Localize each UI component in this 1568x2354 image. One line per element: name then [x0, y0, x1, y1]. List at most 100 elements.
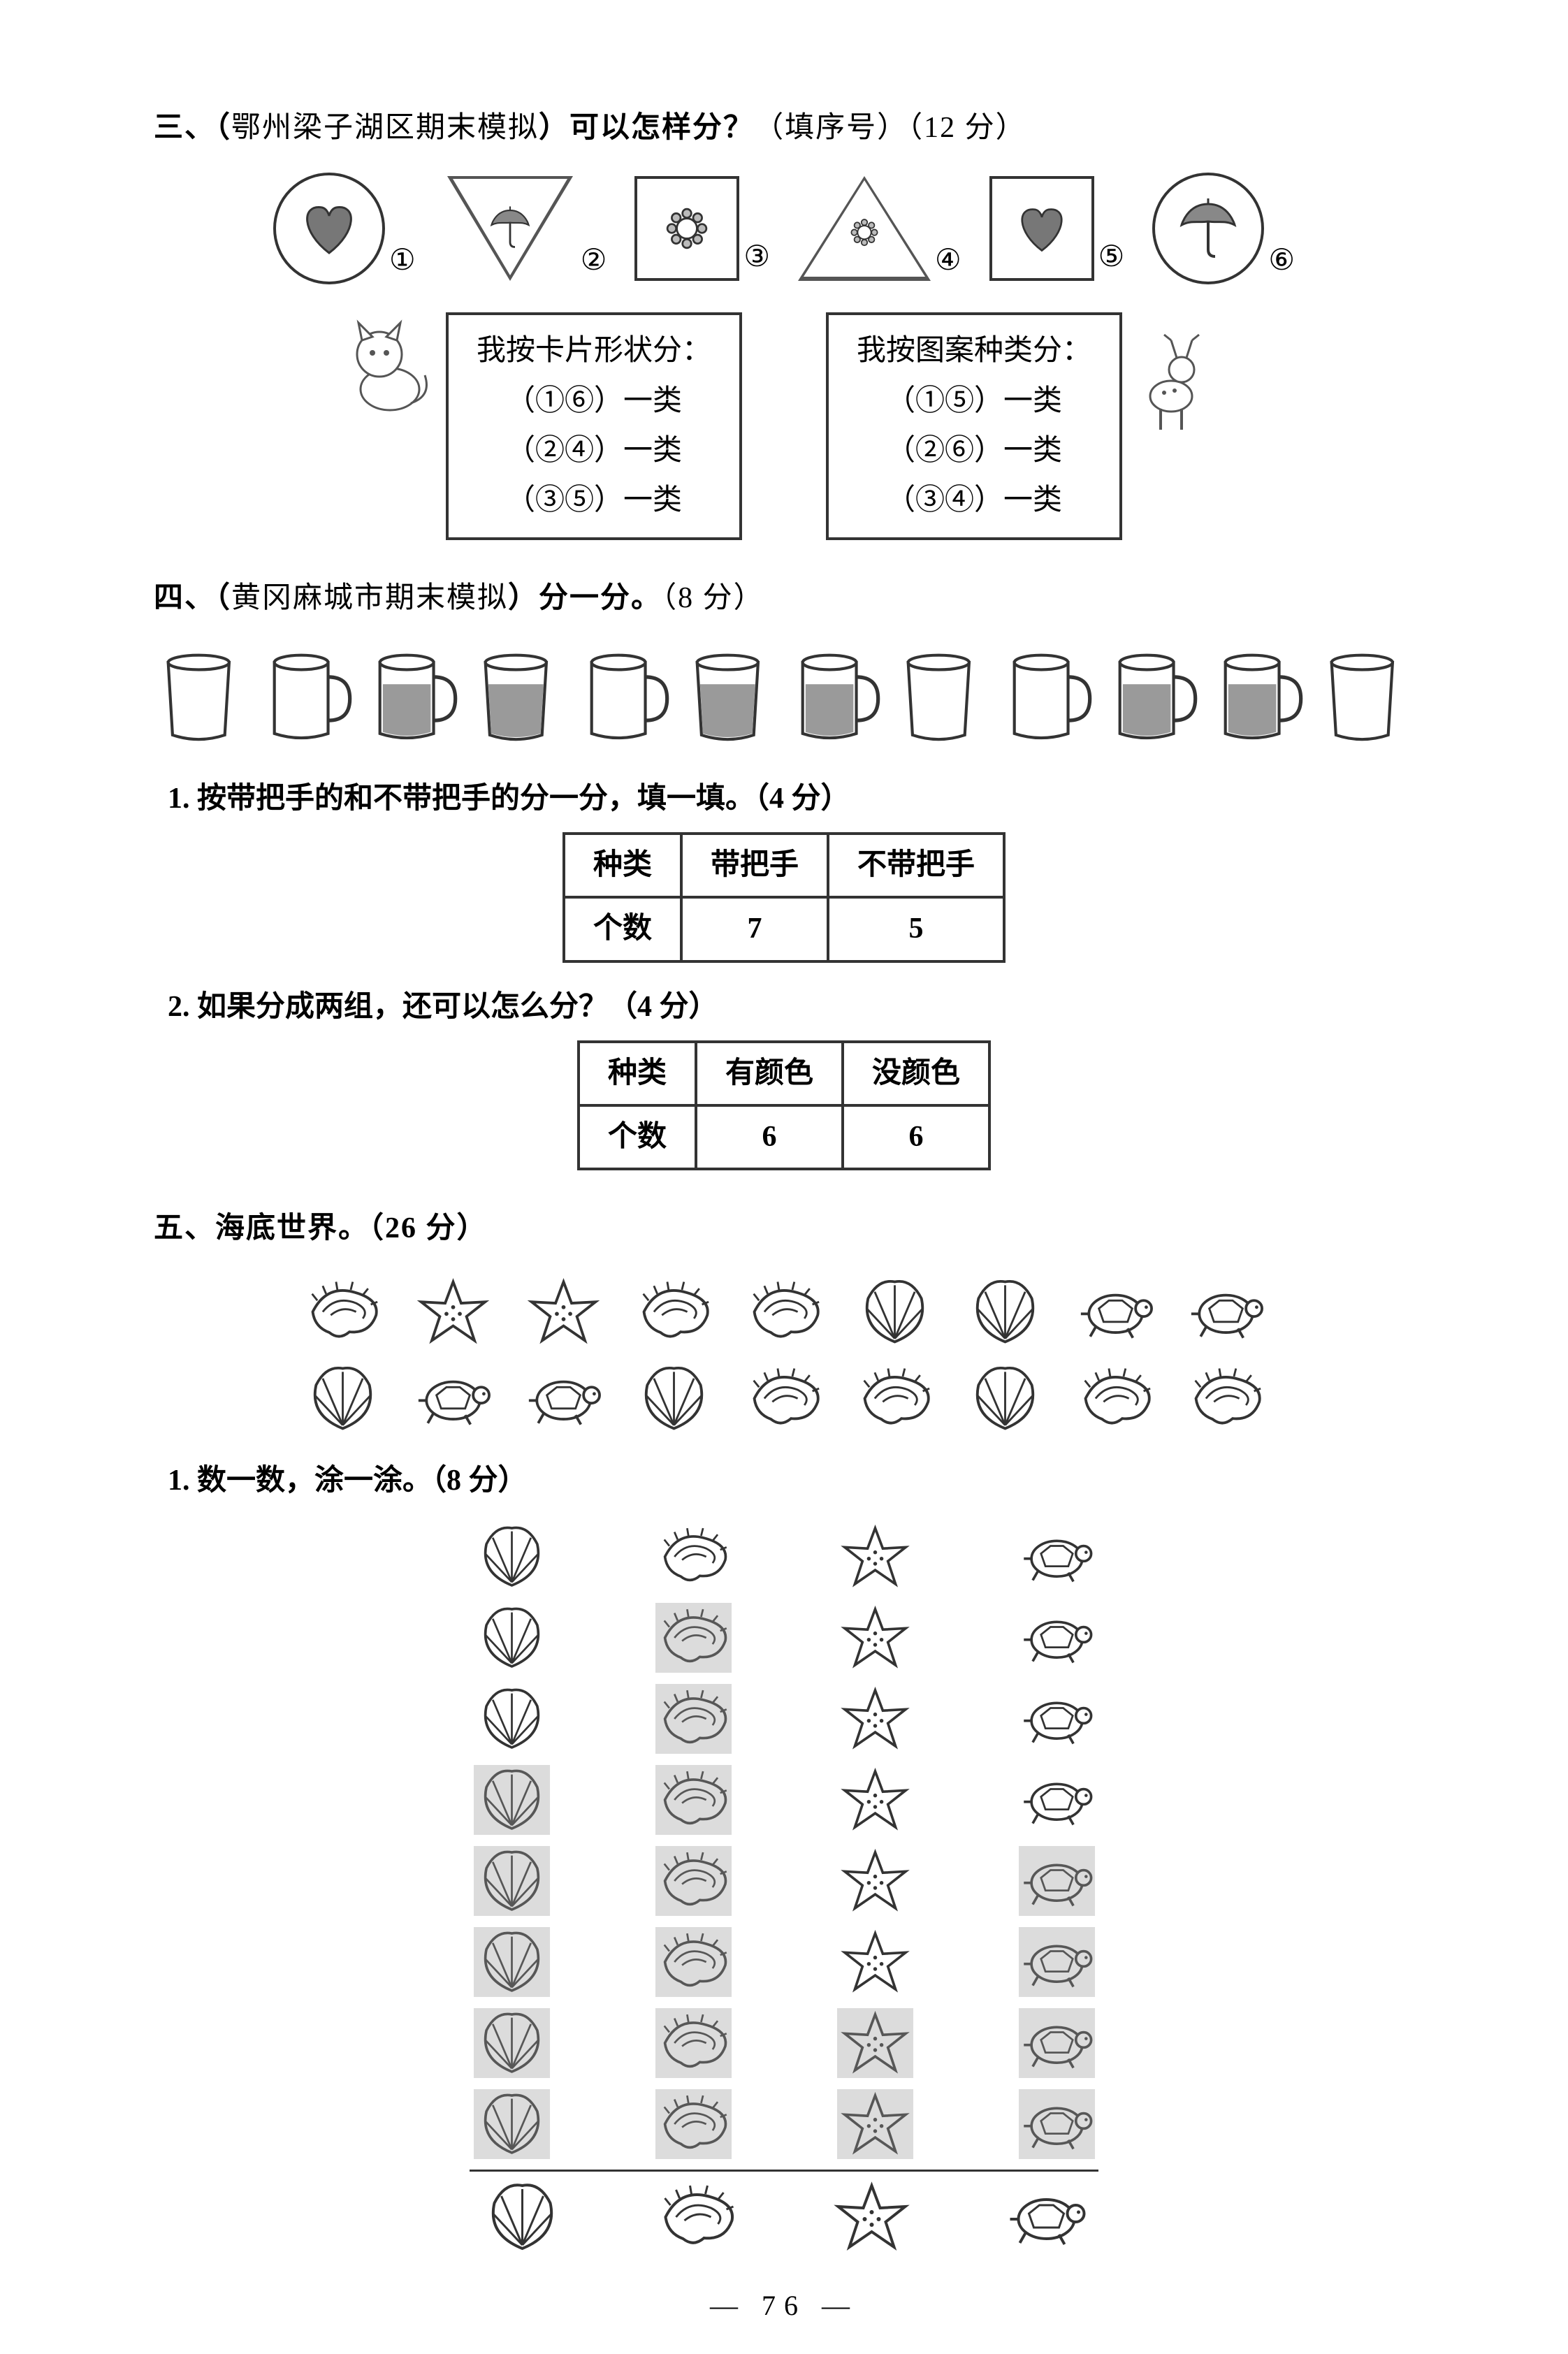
turtle-icon	[407, 1360, 498, 1437]
chart-cell	[1004, 1599, 1109, 1676]
num-3: ③	[743, 234, 770, 281]
chart-col-turtle	[1004, 1518, 1109, 2163]
table-2: 种类 有颜色 没颜色 个数 6 6	[577, 1040, 991, 1170]
chart-cell	[1004, 1518, 1109, 1595]
chart-col-shell	[459, 1518, 564, 2163]
chart-cell	[1004, 1761, 1109, 1838]
t2-v2: 6	[843, 1105, 989, 1169]
umbrella-icon	[1173, 194, 1243, 263]
glass-icon	[895, 646, 989, 751]
t2-h3: 没颜色	[843, 1042, 989, 1105]
page-num-val: 76	[762, 2290, 806, 2321]
card-3: ③	[634, 176, 770, 281]
cat-icon	[341, 312, 439, 438]
shell-icon	[959, 1273, 1050, 1350]
card-square-3	[634, 176, 739, 281]
q3-bold: 可以怎样分？	[569, 112, 754, 144]
table-1: 种类 带把手 不带把手 个数 7 5	[562, 832, 1006, 962]
chart-cell	[641, 1843, 746, 1919]
chart-cell	[822, 2086, 927, 2163]
box2-l2: （②⑥）一类	[857, 426, 1091, 476]
legend-shell	[470, 2179, 574, 2255]
page-number: — 76 —	[154, 2283, 1414, 2328]
shell-icon	[628, 1360, 719, 1437]
box2-l1: （①⑤）一类	[857, 377, 1091, 426]
t1-h1: 种类	[564, 834, 681, 897]
chart-cell	[459, 1680, 564, 1757]
sort-boxes: 我按卡片形状分： （①⑥）一类 （②④）一类 （③⑤）一类 我按图案种类分： （…	[154, 312, 1414, 540]
card-circle-1	[273, 173, 385, 284]
chart-cell	[1004, 2086, 1109, 2163]
chart-cell	[459, 1924, 564, 2000]
conch-icon	[297, 1273, 388, 1350]
table-row: 种类 有颜色 没颜色	[579, 1042, 989, 1105]
pictograph-chart	[154, 1518, 1414, 2163]
cups-row	[154, 643, 1414, 755]
umbrella-icon	[486, 203, 535, 252]
cup-7	[788, 643, 885, 755]
chart-cell	[1004, 1924, 1109, 2000]
mug-icon	[579, 646, 673, 751]
cup-8	[894, 643, 991, 755]
card-6: ⑥	[1152, 173, 1295, 284]
turtle-icon	[1070, 1273, 1161, 1350]
t1-r1: 个数	[564, 897, 681, 961]
chart-cell	[822, 2005, 927, 2081]
sea-row-2	[154, 1360, 1414, 1437]
q5-sub1: 1. 数一数，涂一涂。（8 分）	[168, 1458, 1414, 1504]
q4-source: 黄冈麻城市期末模拟	[231, 582, 508, 614]
cup-2	[259, 643, 356, 755]
box1-l1: （①⑥）一类	[477, 377, 711, 426]
star-icon	[407, 1273, 498, 1350]
q4-prefix: 四、（	[154, 582, 231, 614]
cup-4	[471, 643, 568, 755]
q4-sub2: 2. 如果分成两组，还可以怎么分？（4 分）	[168, 984, 1414, 1031]
cup-10	[1105, 643, 1203, 755]
card-2: ②	[444, 173, 607, 284]
conch-icon	[849, 1360, 940, 1437]
mug-icon	[367, 646, 461, 751]
chart-cell	[822, 1761, 927, 1838]
chart-cell	[459, 1761, 564, 1838]
num-6: ⑥	[1268, 238, 1295, 284]
legend-star	[819, 2179, 924, 2255]
card-4: ④	[798, 173, 961, 284]
sea-row-1	[154, 1273, 1414, 1350]
chart-cell	[459, 2005, 564, 2081]
mug-icon	[790, 646, 884, 751]
chart-cell	[822, 1599, 927, 1676]
q4-title: 四、（黄冈麻城市期末模拟）分一分。（8 分）	[154, 575, 1414, 622]
chart-cell	[641, 1924, 746, 2000]
card-1: ①	[273, 173, 416, 284]
card-square-5	[989, 176, 1094, 281]
shell-icon	[849, 1273, 940, 1350]
legend-turtle	[994, 2179, 1098, 2255]
glass-icon	[684, 646, 778, 751]
conch-icon	[1070, 1360, 1161, 1437]
chart-baseline	[470, 2170, 1098, 2172]
mug-icon	[261, 646, 356, 751]
box1-title: 我按卡片形状分：	[477, 326, 711, 376]
glass-icon	[472, 646, 567, 751]
cup-3	[365, 643, 463, 755]
sort-box-1-wrap: 我按卡片形状分： （①⑥）一类 （②④）一类 （③⑤）一类	[341, 312, 742, 540]
conch-icon	[1180, 1360, 1271, 1437]
mug-icon	[1107, 646, 1201, 751]
q3-source: 鄂州梁子湖区期末模拟	[231, 112, 539, 144]
cards-row: ① ② ③ ④ ⑤ ⑥	[154, 173, 1414, 284]
box1-l2: （②④）一类	[477, 426, 711, 476]
q4-sub1: 1. 按带把手的和不带把手的分一分，填一填。（4 分）	[168, 776, 1414, 822]
box2-l3: （③④）一类	[857, 476, 1091, 525]
q3-title: 三、（鄂州梁子湖区期末模拟）可以怎样分？（填序号）（12 分）	[154, 105, 1414, 152]
mug-icon	[1001, 646, 1096, 751]
card-triangle-down	[444, 173, 576, 284]
conch-icon	[739, 1360, 829, 1437]
chart-cell	[641, 2005, 746, 2081]
chart-col-star	[822, 1518, 927, 2163]
q4-bold: 分一分。	[539, 582, 662, 614]
t1-h3: 不带把手	[828, 834, 1004, 897]
table-row: 个数 6 6	[579, 1105, 989, 1169]
conch-icon	[628, 1273, 719, 1350]
chart-cell	[822, 1924, 927, 2000]
t1-h2: 带把手	[681, 834, 828, 897]
